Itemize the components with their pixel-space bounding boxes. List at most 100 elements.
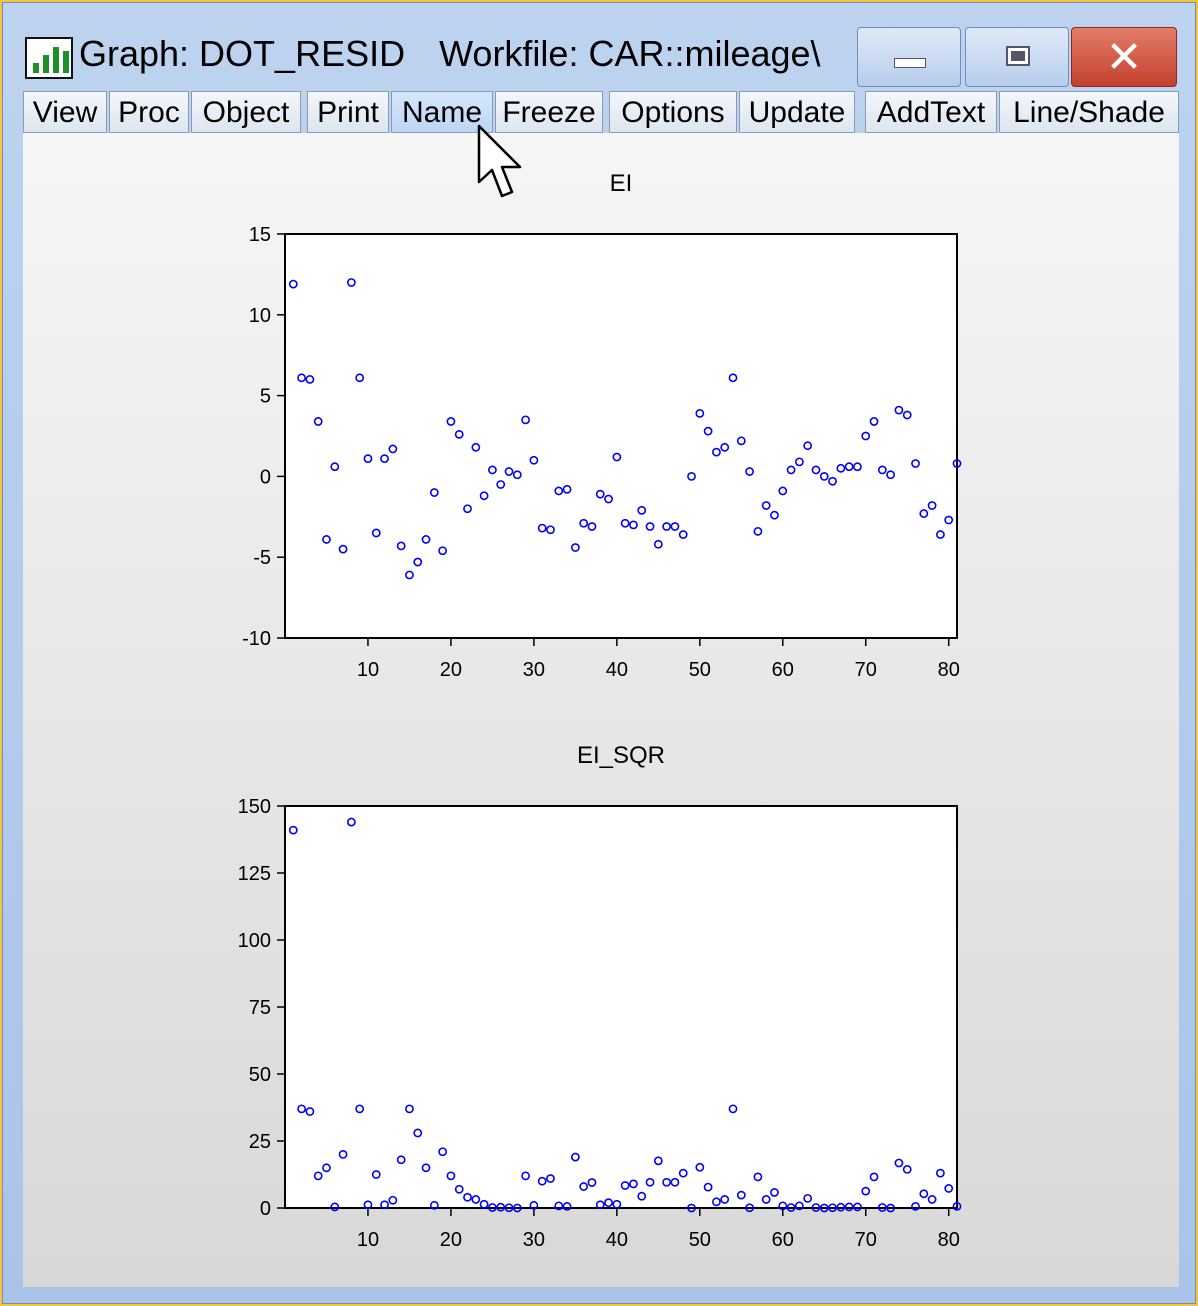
data-point bbox=[446, 417, 456, 426]
data-point bbox=[421, 1163, 431, 1173]
data-point bbox=[761, 501, 771, 510]
toolbar-object-button[interactable]: Object bbox=[191, 91, 301, 133]
toolbar-update-button[interactable]: Update bbox=[739, 91, 855, 133]
data-point bbox=[338, 1149, 348, 1159]
data-point bbox=[936, 530, 945, 539]
data-point bbox=[446, 1171, 456, 1181]
data-point bbox=[662, 522, 672, 531]
toolbar-view-button[interactable]: View bbox=[23, 91, 107, 133]
data-point bbox=[687, 1203, 696, 1213]
data-point bbox=[670, 1177, 680, 1187]
y-tick-label: 0 bbox=[260, 466, 271, 488]
data-point bbox=[388, 1195, 398, 1205]
data-point bbox=[421, 535, 431, 544]
data-point bbox=[363, 454, 373, 464]
x-tick-label: 40 bbox=[606, 1229, 628, 1251]
data-point bbox=[537, 1176, 547, 1186]
data-point bbox=[496, 480, 506, 489]
chart-title: EI bbox=[610, 170, 633, 197]
data-point bbox=[753, 526, 763, 536]
data-point bbox=[778, 1201, 788, 1211]
data-point bbox=[454, 429, 464, 439]
data-point bbox=[919, 509, 929, 518]
graph-area: EI -10 -5 0 5 10 15 10 20 30 40 50 60 70 80 EI_SQR 0 25 5… bbox=[23, 133, 1179, 1287]
data-point bbox=[463, 504, 472, 514]
data-point bbox=[919, 1189, 929, 1199]
data-point bbox=[703, 426, 713, 436]
data-point bbox=[902, 1165, 912, 1174]
data-point bbox=[454, 1184, 464, 1194]
y-tick-label: 75 bbox=[249, 997, 271, 1019]
data-point bbox=[313, 1171, 323, 1181]
data-point bbox=[438, 1147, 448, 1157]
toolbar-freeze-button[interactable]: Freeze bbox=[495, 91, 603, 133]
x-tick-label: 10 bbox=[357, 1229, 379, 1251]
minimize-button[interactable] bbox=[857, 27, 961, 87]
data-point bbox=[396, 1155, 406, 1165]
close-button[interactable]: ✕ bbox=[1071, 27, 1177, 87]
data-point bbox=[770, 1188, 779, 1197]
data-point bbox=[670, 522, 680, 531]
data-point bbox=[405, 1104, 414, 1114]
x-tick-label: 20 bbox=[440, 659, 462, 681]
data-point bbox=[554, 486, 564, 496]
data-point bbox=[877, 1203, 887, 1212]
data-point bbox=[678, 1168, 688, 1178]
y-tick-label: -5 bbox=[253, 547, 271, 569]
data-point bbox=[653, 539, 663, 549]
data-point bbox=[562, 1201, 572, 1211]
title-graph-name: Graph: DOT_RESID bbox=[79, 33, 406, 74]
data-point bbox=[794, 457, 804, 467]
data-point bbox=[703, 1182, 713, 1192]
data-point bbox=[778, 486, 788, 496]
bar-chart-icon bbox=[25, 37, 73, 79]
title-bar[interactable]: Graph: DOT_RESID Workfile: CAR::mileage\ … bbox=[3, 3, 1195, 89]
toolbar-line-shade-button[interactable]: Line/Shade bbox=[999, 91, 1179, 133]
data-point bbox=[396, 541, 406, 551]
data-point bbox=[471, 442, 481, 452]
window-title: Graph: DOT_RESID Workfile: CAR::mileage\ bbox=[79, 33, 821, 75]
x-tick-label: 80 bbox=[938, 1229, 960, 1251]
maximize-button[interactable] bbox=[965, 27, 1069, 87]
data-point bbox=[828, 476, 837, 486]
chart-ei: EI -10 -5 0 5 10 15 10 20 30 40 50 60 70 80 bbox=[242, 170, 962, 681]
data-point bbox=[645, 1177, 655, 1187]
data-point bbox=[297, 1104, 306, 1114]
data-point bbox=[828, 1203, 837, 1213]
data-point bbox=[911, 459, 920, 468]
chart-ei-sqr: EI_SQR 0 25 50 75 100 125 150 10 20 30 40 50 60 70 80 bbox=[238, 742, 962, 1251]
x-tick-label: 70 bbox=[855, 1229, 877, 1251]
data-point bbox=[587, 1178, 597, 1187]
data-point bbox=[429, 1200, 439, 1210]
data-point bbox=[803, 441, 813, 451]
data-point bbox=[338, 544, 348, 554]
data-point bbox=[537, 523, 547, 533]
x-tick-label: 30 bbox=[523, 1229, 545, 1251]
data-point bbox=[479, 491, 489, 501]
data-point bbox=[753, 1172, 763, 1182]
data-point bbox=[429, 488, 439, 497]
graph-toolbar: View Proc Object Print Name Freeze Options Upda… bbox=[23, 91, 1179, 133]
data-point bbox=[836, 1202, 846, 1212]
data-point bbox=[844, 462, 854, 472]
data-point bbox=[438, 546, 448, 556]
data-point bbox=[819, 1203, 829, 1213]
data-point bbox=[604, 1198, 613, 1208]
data-point bbox=[728, 1104, 738, 1114]
plot-frame bbox=[284, 805, 958, 1209]
x-tick-label: 50 bbox=[689, 1229, 711, 1251]
data-point bbox=[645, 522, 655, 531]
toolbar-name-button[interactable]: Name bbox=[391, 91, 493, 133]
data-point bbox=[322, 535, 331, 544]
data-point bbox=[770, 510, 779, 520]
data-point bbox=[620, 518, 630, 528]
data-point bbox=[488, 1203, 497, 1212]
data-point bbox=[819, 471, 829, 481]
toolbar-addtext-button[interactable]: AddText bbox=[865, 91, 997, 133]
data-point bbox=[521, 1171, 530, 1181]
data-point bbox=[811, 1203, 821, 1212]
toolbar-proc-button[interactable]: Proc bbox=[109, 91, 189, 133]
toolbar-print-button[interactable]: Print bbox=[307, 91, 389, 133]
toolbar-options-button[interactable]: Options bbox=[609, 91, 737, 133]
data-point bbox=[579, 518, 589, 528]
